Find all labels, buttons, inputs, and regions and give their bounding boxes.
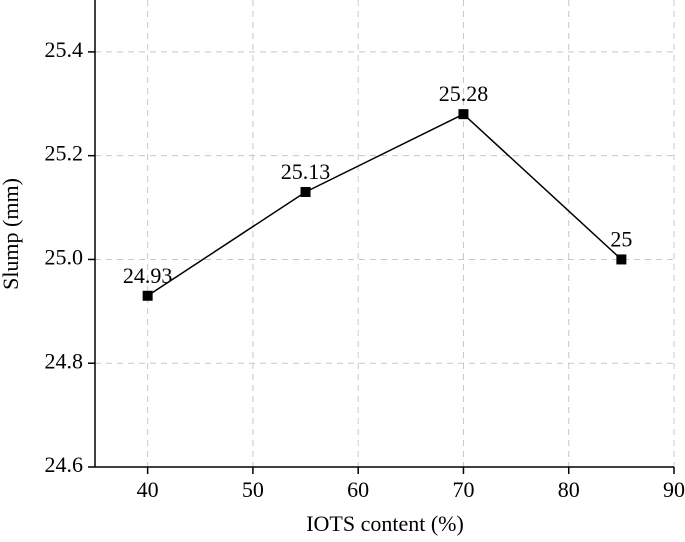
y-tick-label: 24.8 <box>45 348 84 373</box>
data-label: 25 <box>610 226 632 251</box>
marker <box>142 290 153 301</box>
x-tick-label: 50 <box>242 477 264 502</box>
y-tick-label: 25.4 <box>45 37 84 62</box>
x-tick-label: 80 <box>558 477 580 502</box>
data-label: 24.93 <box>123 263 173 288</box>
x-tick-label: 60 <box>347 477 369 502</box>
x-tick-label: 70 <box>452 477 474 502</box>
marker <box>300 186 311 197</box>
data-label: 25.28 <box>439 81 489 106</box>
x-axis-title: IOTS content (%) <box>306 511 464 536</box>
y-axis-title: Slump (mm) <box>0 178 23 290</box>
marker <box>616 254 627 265</box>
y-tick-label: 25.0 <box>45 244 84 269</box>
y-tick-label: 25.2 <box>45 141 84 166</box>
data-label: 25.13 <box>281 159 331 184</box>
x-tick-label: 90 <box>663 477 685 502</box>
marker <box>458 109 469 120</box>
line <box>147 113 622 297</box>
y-tick-label: 24.6 <box>45 452 84 477</box>
x-tick-label: 40 <box>137 477 159 502</box>
